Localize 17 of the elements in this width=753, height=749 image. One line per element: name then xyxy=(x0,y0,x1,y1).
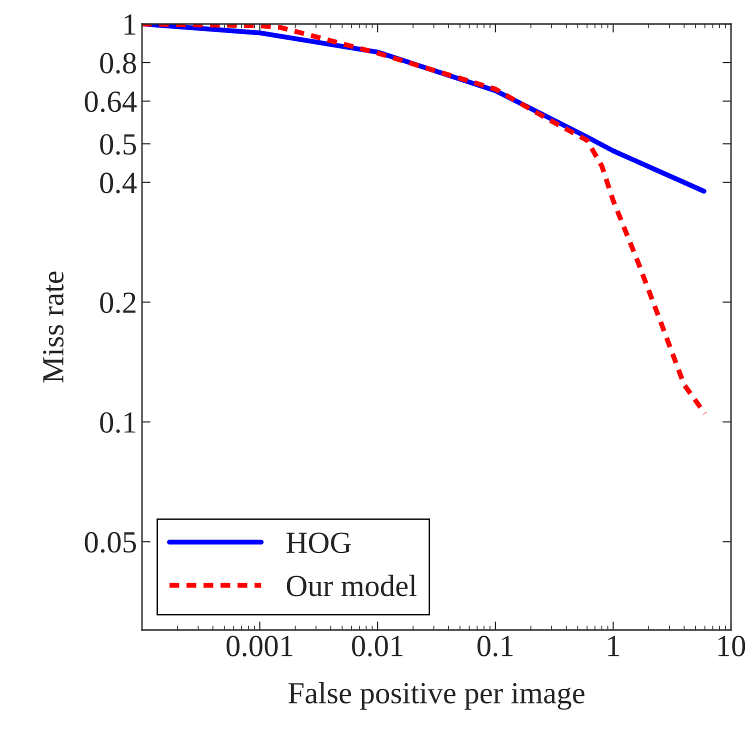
y-tick-label: 0.1 xyxy=(100,412,136,433)
y-tick-label: 0.4 xyxy=(100,172,137,194)
legend-label: Our model xyxy=(286,574,417,596)
y-axis-title: Miss rate xyxy=(43,272,64,383)
x-tick-label: 1 xyxy=(608,636,620,656)
y-tick-label: 0.64 xyxy=(84,91,137,112)
x-tick-label: 0.1 xyxy=(477,636,513,656)
y-tick-label: 0.8 xyxy=(100,52,136,74)
x-tick-label: 0.01 xyxy=(352,636,403,656)
y-tick-label: 0.5 xyxy=(100,134,136,155)
y-tick-label: 0.2 xyxy=(100,292,136,314)
y-tick-label: 1 xyxy=(124,14,136,35)
legend-label: HOG xyxy=(286,532,351,554)
x-axis-title: False positive per image xyxy=(288,682,584,710)
y-tick-label: 0.05 xyxy=(84,532,136,553)
x-tick-label: 0.001 xyxy=(226,636,292,656)
x-tick-label: 10 xyxy=(718,636,746,656)
